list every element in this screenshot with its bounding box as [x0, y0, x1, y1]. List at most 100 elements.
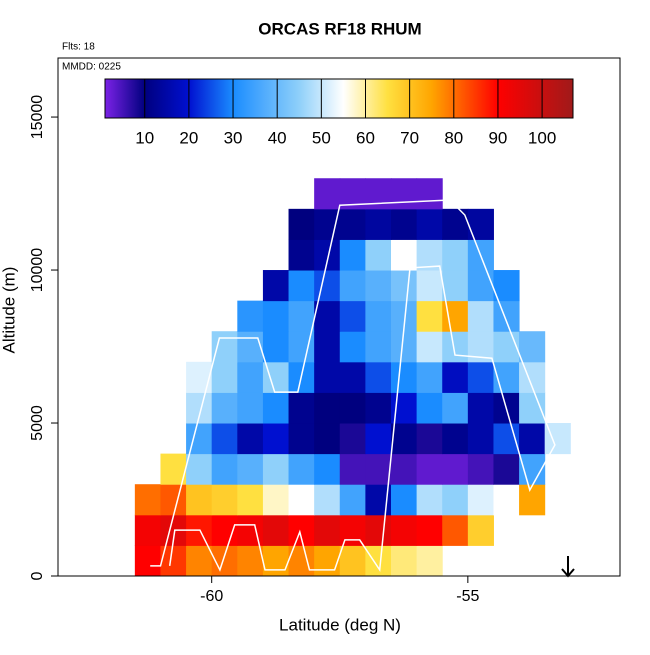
annotation: MMDD: 0225	[62, 62, 121, 73]
heat-cell	[237, 484, 264, 516]
heat-cell	[416, 514, 443, 546]
heat-cell	[262, 392, 290, 424]
heat-cell	[365, 239, 392, 271]
heat-cell	[288, 270, 315, 302]
heat-cell	[416, 484, 443, 516]
heat-cell	[493, 453, 520, 485]
colorbar-tick-label: 10	[135, 128, 154, 147]
heat-cell	[365, 178, 392, 210]
heat-cell	[211, 514, 238, 546]
heat-cell	[211, 392, 238, 424]
y-axis-label: Altitude (m)	[0, 267, 18, 354]
heat-cell	[211, 361, 238, 393]
heat-cell	[390, 545, 418, 577]
heat-cell	[211, 453, 238, 485]
heat-cell	[442, 484, 469, 516]
heat-cell	[262, 331, 290, 363]
heat-cell	[314, 239, 341, 271]
heat-cell	[237, 300, 264, 332]
heat-cell	[314, 514, 341, 546]
heat-cell	[365, 423, 392, 455]
heat-cell	[262, 514, 290, 546]
heat-cell	[262, 300, 290, 332]
heat-cell	[237, 423, 264, 455]
heat-cell	[416, 392, 443, 424]
heat-cell	[314, 270, 341, 302]
heat-cell	[416, 423, 443, 455]
heat-cell	[160, 484, 187, 516]
heat-cell	[314, 423, 341, 455]
heat-cell	[314, 361, 341, 393]
heat-cell	[339, 270, 366, 302]
heat-cell	[339, 453, 366, 485]
colorbar-tick-label: 50	[312, 128, 331, 147]
heat-cell	[237, 514, 264, 546]
heat-cell	[262, 270, 290, 302]
heat-cell	[339, 300, 366, 332]
heat-cell	[186, 484, 213, 516]
heat-cell	[467, 423, 494, 455]
heat-cell	[186, 361, 213, 393]
heat-cell	[262, 423, 290, 455]
heat-cell	[467, 361, 494, 393]
heat-cell	[416, 300, 443, 332]
heat-cell	[519, 392, 546, 424]
heat-cell	[288, 453, 315, 485]
heat-cell	[365, 361, 392, 393]
heat-cell	[314, 300, 341, 332]
y-tick-label: 10000	[29, 248, 46, 293]
heat-cell	[314, 178, 341, 210]
heat-cell	[314, 545, 341, 577]
overlay	[150, 199, 556, 573]
heat-cell	[390, 270, 418, 302]
heat-cell	[339, 208, 366, 240]
heat-cell	[442, 208, 469, 240]
heat-cell	[416, 208, 443, 240]
arrow-marker	[561, 556, 575, 578]
heat-cell	[186, 545, 213, 577]
heat-cell	[390, 514, 418, 546]
heat-cell	[339, 545, 366, 577]
heat-cell	[288, 239, 315, 271]
x-axis-label: Latitude (deg N)	[279, 615, 401, 634]
heat-cell	[237, 361, 264, 393]
heat-cell	[237, 453, 264, 485]
heat-cell	[314, 392, 341, 424]
colorbar	[104, 78, 574, 119]
heat-cell	[237, 331, 264, 363]
heat-cell	[314, 453, 341, 485]
y-tick-label: 15000	[29, 95, 46, 140]
heat-cell	[365, 300, 392, 332]
heat-cell	[390, 484, 418, 516]
heat-cell	[237, 392, 264, 424]
colorbar-tick-label: 100	[528, 128, 556, 147]
heat-cell	[134, 545, 161, 577]
heat-cell	[339, 392, 366, 424]
heat-cell	[467, 270, 494, 302]
heat-cell	[365, 514, 392, 546]
heat-cell	[416, 331, 443, 363]
heat-cell	[442, 423, 469, 455]
heat-cell	[442, 270, 469, 302]
y-tick-label: 0	[29, 571, 46, 580]
colorbar-tick-label: 70	[400, 128, 419, 147]
heat-cell	[365, 270, 392, 302]
heat-cell	[314, 484, 341, 516]
heat-cell	[493, 270, 520, 302]
heat-cell	[314, 208, 341, 240]
heat-cell	[493, 331, 520, 363]
heat-cell	[467, 484, 494, 516]
heat-cell	[467, 453, 494, 485]
heat-cell	[467, 208, 494, 240]
heat-cell	[390, 331, 418, 363]
heat-cell	[519, 423, 546, 455]
heat-cell	[416, 361, 443, 393]
chart-title: ORCAS RF18 RHUM	[258, 19, 421, 38]
heat-cell	[339, 361, 366, 393]
heat-cell	[288, 484, 315, 516]
heat-cell	[365, 392, 392, 424]
heat-cell	[519, 484, 546, 516]
heat-cell	[262, 545, 290, 577]
heat-cell	[493, 484, 520, 516]
colorbar-tick-label: 60	[356, 128, 375, 147]
